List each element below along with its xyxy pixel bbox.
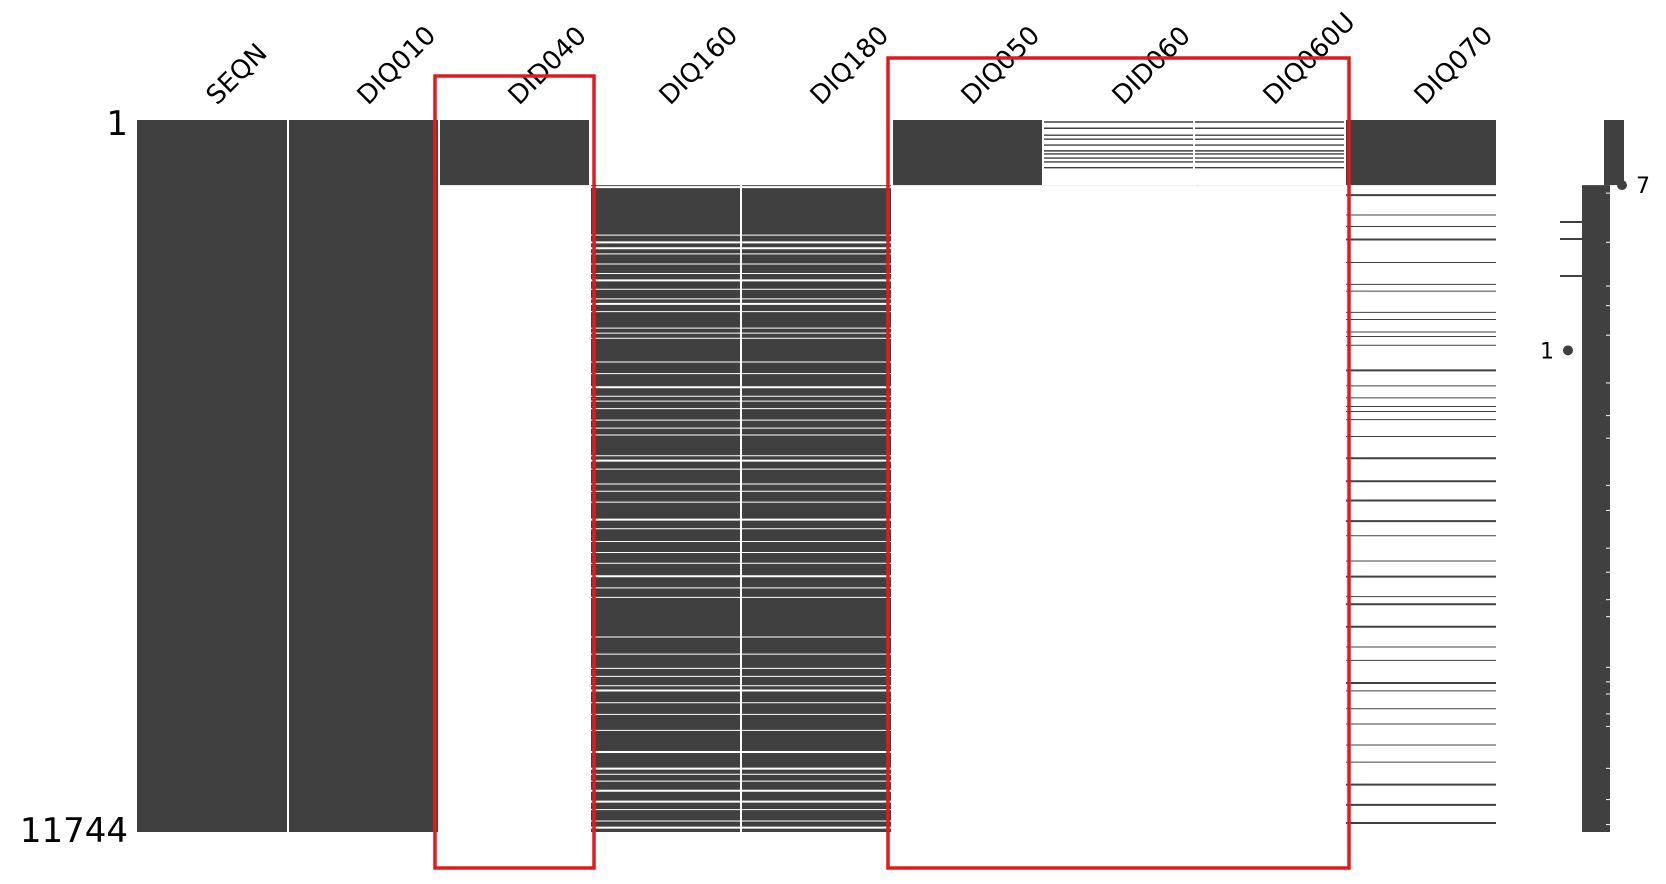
sparkline-min-label: 1 <box>1540 339 1554 364</box>
column-did040-present <box>439 120 590 186</box>
sparkline-max-marker <box>1617 180 1627 191</box>
column-diq180-present <box>741 185 892 832</box>
row-label-top: 1 <box>106 104 128 144</box>
column-diq160-present <box>590 185 741 832</box>
matrix-missing-lines <box>287 120 1496 832</box>
column-seqn-present <box>137 120 288 832</box>
sparkline-min-marker <box>1563 345 1573 356</box>
highlight-box-2 <box>886 56 1351 870</box>
column-diq070-present <box>1345 120 1496 186</box>
matrix-columns <box>137 120 1496 832</box>
sparkline-upper-bar <box>1604 120 1624 186</box>
column-diq060u-missing-block <box>1194 120 1345 186</box>
column-label-seqn: SEQN <box>201 38 274 111</box>
column-label-diq010: DIQ010 <box>352 21 442 111</box>
column-label-diq050: DIQ050 <box>956 21 1046 111</box>
column-label-diq160: DIQ160 <box>654 21 744 111</box>
sparkline-max-label: 7 <box>1636 174 1650 199</box>
column-label-did060: DID060 <box>1107 21 1197 111</box>
column-label-diq070: DIQ070 <box>1409 21 1499 111</box>
column-diq010-present <box>288 120 439 832</box>
column-label-diq180: DIQ180 <box>805 21 895 111</box>
column-label-did040: DID040 <box>503 21 593 111</box>
row-label-bottom: 11744 <box>20 811 128 851</box>
column-diq050-present <box>892 120 1043 186</box>
highlight-box-1 <box>433 74 596 870</box>
sparkline-main-bar <box>1582 185 1610 832</box>
highlight-boxes <box>433 56 1351 870</box>
column-did060-missing-block <box>1043 120 1194 186</box>
completeness-sparkline: 71 <box>1540 120 1650 832</box>
